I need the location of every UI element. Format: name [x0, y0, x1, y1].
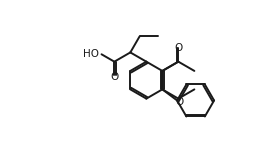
Text: O: O: [174, 43, 182, 53]
Text: O: O: [176, 97, 184, 108]
Text: O: O: [110, 72, 118, 82]
Text: HO: HO: [83, 49, 99, 59]
